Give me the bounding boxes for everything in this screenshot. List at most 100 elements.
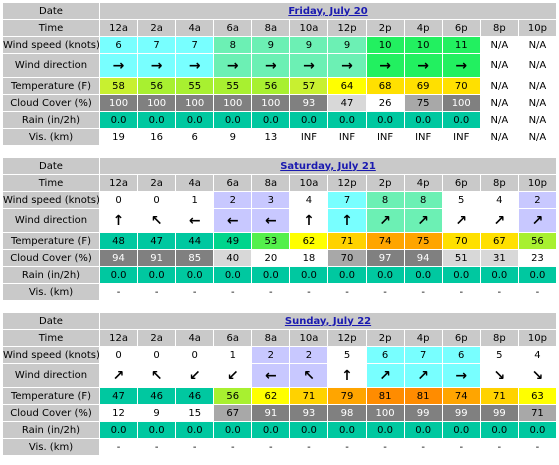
cloud-cover-cell: 9 [138, 405, 176, 421]
arrow-northeast-icon: ↗ [417, 212, 430, 229]
rain-cell: 0.0 [480, 267, 518, 283]
arrow-north-icon: ↑ [341, 367, 353, 384]
arrow-southwest-icon: ↙ [188, 367, 201, 384]
rain-cell: 0.0 [366, 112, 404, 128]
time-cell: 4p [404, 330, 442, 346]
visibility-cell: INF [290, 129, 328, 145]
wind-speed-cell: 8 [366, 192, 404, 208]
day-date-link[interactable]: Friday, July 20 [288, 5, 368, 17]
arrow-north-icon: ↖ [303, 367, 315, 384]
row-rain: Rain (in/2h) 0.0 0.0 0.0 0.0 0.0 0.0 0.0 0.0 0.0 0… [3, 267, 556, 283]
time-cell: 2a [138, 20, 176, 36]
cloud-cover-cell: 94 [404, 250, 442, 266]
rain-cell: 0.0 [138, 112, 176, 128]
time-cell: 12p [328, 20, 366, 36]
cloud-cover-cell: 47 [328, 95, 366, 111]
row-label: Wind direction [3, 209, 99, 232]
row-vis: Vis. (km) - - - - - - - - - - - - [3, 439, 556, 455]
time-cell: 10a [290, 175, 328, 191]
rain-cell: 0.0 [252, 112, 290, 128]
visibility-cell: N/A [518, 129, 556, 145]
wind-speed-cell: 5 [480, 347, 518, 363]
visibility-cell: - [442, 284, 480, 300]
cloud-cover-cell: 97 [366, 250, 404, 266]
time-cell: 10p [518, 330, 556, 346]
temperature-cell: 63 [518, 388, 556, 404]
rain-cell: 0.0 [442, 422, 480, 438]
cloud-cover-cell: 99 [442, 405, 480, 421]
time-cell: 6p [442, 330, 480, 346]
visibility-cell: - [176, 284, 214, 300]
temperature-cell: 56 [138, 78, 176, 94]
temperature-cell: 56 [252, 78, 290, 94]
cloud-cover-cell: 31 [480, 250, 518, 266]
row-label: Temperature (F) [3, 78, 99, 94]
arrow-northeast-icon: ↗ [379, 367, 391, 384]
visibility-cell: - [252, 439, 290, 455]
visibility-cell: 6 [176, 129, 214, 145]
temperature-cell: 71 [328, 233, 366, 249]
temperature-cell: 47 [100, 388, 138, 404]
rain-cell: 0.0 [442, 112, 480, 128]
wind-speed-cell: 0 [138, 192, 176, 208]
visibility-cell: 19 [100, 129, 138, 145]
cloud-cover-cell: 100 [138, 95, 176, 111]
rain-cell: 0.0 [404, 267, 442, 283]
arrow-northwest-icon: ↖ [150, 367, 163, 384]
rain-cell: 0.0 [518, 267, 556, 283]
rain-cell: 0.0 [138, 422, 176, 438]
row-temperature: Temperature (F) 47 46 46 56 62 71 79 81 81 74 71 63 [3, 388, 556, 404]
row-label: Time [3, 175, 99, 191]
cloud-cover-cell: 100 [366, 405, 404, 421]
visibility-cell: 9 [214, 129, 252, 145]
arrow-northwest-icon: ↖ [150, 212, 163, 229]
arrow-east-icon: → [226, 57, 239, 74]
cloud-cover-cell: 99 [404, 405, 442, 421]
arrow-northeast-icon: ↗ [531, 212, 544, 229]
rain-cell: 0.0 [328, 422, 366, 438]
rain-cell: 0.0 [176, 267, 214, 283]
rain-cell: 0.0 [290, 267, 328, 283]
rain-cell: 0.0 [252, 267, 290, 283]
row-label: Wind speed (knots) [3, 37, 99, 53]
rain-cell: 0.0 [176, 112, 214, 128]
row-label: Wind speed (knots) [3, 347, 99, 363]
wind-speed-cell: N/A [480, 37, 518, 53]
time-cell: 2a [138, 175, 176, 191]
temperature-cell: 67 [480, 233, 518, 249]
temperature-cell: 81 [404, 388, 442, 404]
wind-speed-cell: 4 [290, 192, 328, 208]
cloud-cover-cell: 85 [176, 250, 214, 266]
wind-speed-cell: 6 [366, 347, 404, 363]
temperature-cell: 47 [138, 233, 176, 249]
wind-speed-cell: 1 [176, 192, 214, 208]
temperature-cell: 53 [252, 233, 290, 249]
time-cell: 4a [176, 175, 214, 191]
temperature-cell: 55 [214, 78, 252, 94]
time-cell: 4a [176, 330, 214, 346]
time-cell: 6a [214, 175, 252, 191]
wind-speed-cell: 7 [328, 192, 366, 208]
arrow-southeast-icon: ↘ [531, 367, 544, 384]
day-date-link[interactable]: Saturday, July 21 [280, 160, 376, 172]
row-time: Time 12a 2a 4a 6a 8a 10a 12p 2p 4p 6p 8p 10p [3, 330, 556, 346]
time-cell: 12a [100, 175, 138, 191]
arrow-east-icon: → [341, 57, 353, 74]
arrow-west-icon: ← [264, 367, 277, 384]
day-date-link[interactable]: Sunday, July 22 [284, 315, 372, 327]
wind-speed-cell: 0 [138, 347, 176, 363]
temperature-cell: 64 [328, 78, 366, 94]
time-cell: 4p [404, 175, 442, 191]
rain-cell: 0.0 [518, 422, 556, 438]
arrow-east-icon: → [455, 367, 468, 384]
rain-cell: 0.0 [214, 112, 252, 128]
visibility-cell: - [290, 439, 328, 455]
wind-speed-cell: 9 [252, 37, 290, 53]
row-temperature: Temperature (F) 58 56 55 55 56 57 64 68 69 70 N/A N/… [3, 78, 556, 94]
row-label: Vis. (km) [3, 284, 99, 300]
visibility-cell: - [518, 284, 556, 300]
row-label: Wind direction [3, 54, 99, 77]
wind-speed-cell: 10 [404, 37, 442, 53]
temperature-cell: 74 [442, 388, 480, 404]
cloud-cover-cell: 98 [328, 405, 366, 421]
